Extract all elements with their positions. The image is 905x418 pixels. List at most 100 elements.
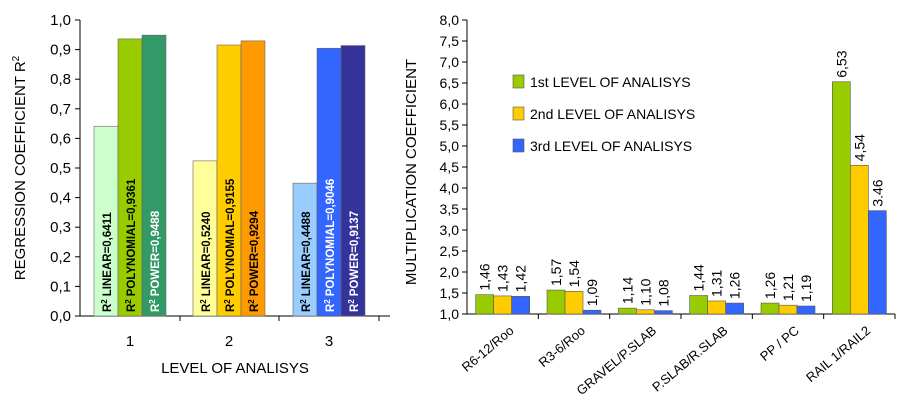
y-tick-label: 0,0 [50,308,71,325]
legend-label: 3rd LEVEL OF ANALISYS [530,138,692,154]
bar [636,309,655,315]
bar-label-text: POWER=0,9294 [249,210,261,296]
y-tick-label: 1,0 [440,306,460,322]
bar-label-prefix: R [150,303,162,312]
bar [192,160,218,317]
y-tick-label: 6,5 [440,75,460,91]
data-label: 1,26 [727,272,743,299]
bar [564,291,584,315]
x-tick-label: P.SLAB/R.SLAB [649,323,730,395]
data-label: 1,42 [513,265,529,292]
bar-label-prefix-sup: 2 [323,299,332,304]
y-tick-label: 7,0 [440,54,460,70]
bar-label-prefix-sup: 2 [199,299,208,304]
data-label: 1,19 [798,275,814,302]
y-tick-label: 0,8 [50,71,71,88]
bar-label-text: POLYNOMIAL=0,9046 [325,179,337,297]
multiplication-chart: 1,0 1,5 2,0 2,5 3,0 3,5 4,0 4,5 5,0 5,5 6,0 6,5 7,0 7… [403,12,896,398]
bar [493,295,512,315]
bar-label-prefix: R [349,303,361,312]
y-axis-title-main: REGRESSION COEFFICIENT R [12,61,29,280]
bar-label-prefix-sup: 2 [299,299,308,304]
x-tick-label: 3 [325,333,333,350]
bar [546,289,566,315]
bar-label-prefix: R [126,303,138,312]
bar-label-text: LINEAR=0,4488 [301,211,313,296]
bar [654,310,673,315]
bar-label: R2 POLYNOMIAL=0,9155 [223,178,237,312]
y-tick-label: 1,0 [50,12,71,29]
bar-label-text: LINEAR=0,6411 [102,212,114,297]
bar-label-prefix: R [102,303,114,312]
data-label: 1,14 [619,277,635,304]
bar [725,302,744,315]
data-label: 1,26 [762,272,778,299]
y-tick-label: 7,5 [440,33,460,49]
bar [850,165,869,315]
bar-label: R2 LINEAR=0,6411 [100,212,114,312]
x-tick-label: RAIL 1/RAIL2 [803,323,873,385]
bar-label-prefix-sup: 2 [223,299,232,304]
bar-label: R2 LINEAR=0,4488 [299,211,313,312]
data-label: 1,54 [566,260,582,287]
y-tick-label: 4,0 [440,180,460,196]
bar-label-prefix-sup: 2 [347,299,356,304]
bar-label-prefix-sup: 2 [247,299,256,304]
bar [796,305,816,315]
regression-chart: 0,0 0,1 0,2 0,3 0,4 0,5 0,6 0,7 0,8 0,9 1,0 REGRESS… [11,12,390,377]
y-tick-label: 4,5 [440,159,460,175]
x-tick-label: PP / PC [757,323,802,364]
y-axis-title: REGRESSION COEFFICIENT R2 [11,55,29,280]
bar-label-text: POWER=0,9488 [150,210,162,296]
bar [689,295,708,315]
y-tick-label: 0,1 [50,278,71,295]
y-tick-label: 0,7 [50,101,71,118]
legend-label: 2nd LEVEL OF ANALISYS [530,106,695,122]
bar [868,210,887,315]
data-label: 1,08 [655,279,671,306]
y-tick-label: 0,2 [50,249,71,266]
legend-swatch [512,138,525,153]
bar [511,296,530,315]
bar [778,304,798,315]
bar [316,47,342,317]
y-axis-title: MULTIPLICATION COEFFICIENT [403,59,420,285]
y-tick-label: 5,5 [440,117,460,133]
bar [141,34,167,317]
bar-label: R2 LINEAR=0,5240 [199,212,213,312]
data-label: 1,09 [584,279,600,306]
bar-label-prefix: R [225,303,237,312]
bar-label: R2 POWER=0,9137 [347,211,361,312]
y-tick-label: 8,0 [440,12,460,28]
bar-label-prefix: R [325,303,337,312]
x-tick-label: R3-6/Roo [536,323,588,370]
data-label: 3.46 [869,179,885,206]
bar [832,81,851,315]
y-tick-label: 0,9 [50,42,71,59]
y-tick-label: 3,0 [440,222,460,238]
bar [707,300,726,315]
data-label: 1,10 [637,278,653,305]
bar [216,44,242,317]
bar-label-prefix: R [249,303,261,312]
x-tick-label: R6-12/Roo [459,323,517,375]
y-tick-label: 1,5 [440,285,460,301]
bar [475,294,494,315]
y-axis-title-sup: 2 [11,55,22,61]
data-label: 6,53 [833,50,849,77]
x-axis-title: LEVEL OF ANALISYS [161,360,309,377]
legend-label: 1st LEVEL OF ANALISYS [530,74,691,90]
bar-label-text: LINEAR=0,5240 [201,212,213,297]
data-label: 4,54 [851,134,867,161]
y-tick-label: 6,0 [440,96,460,112]
x-tick-label: 2 [225,333,233,350]
y-tick-label: 2,0 [440,264,460,280]
bar-label: R2 POLYNOMIAL=0,9361 [124,178,138,312]
bar-label-prefix: R [201,303,213,312]
y-tick-label: 5,0 [440,138,460,154]
bar-label: R2 POWER=0,9294 [247,210,261,312]
bar [240,40,266,317]
y-tick-label: 0,5 [50,160,71,177]
bar-label-text: POLYNOMIAL=0,9361 [126,178,138,296]
